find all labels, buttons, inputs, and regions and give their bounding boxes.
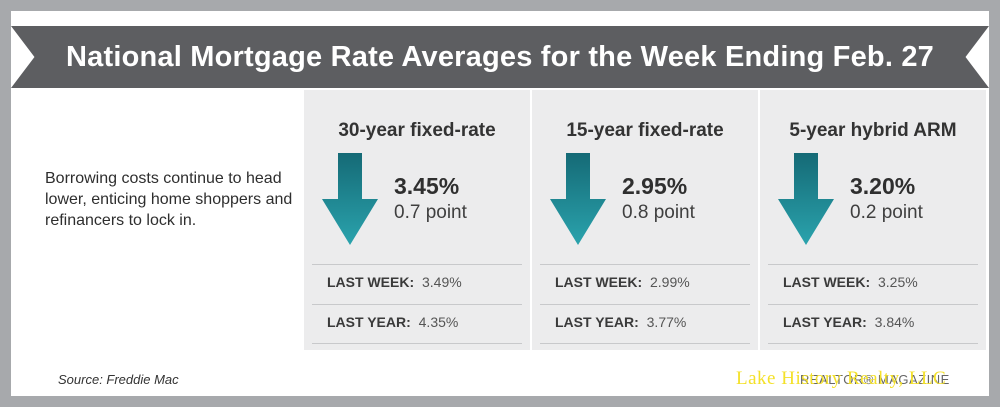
arrow-down-icon: [778, 153, 834, 245]
last-year-value: 3.84%: [874, 314, 915, 330]
card-title: 30-year fixed-rate: [338, 120, 496, 141]
intro-text: Borrowing costs continue to head lower, …: [45, 170, 293, 229]
publisher-credit: REALTOR® MAGAZINE: [800, 372, 950, 387]
arrow-down-icon: [550, 153, 606, 245]
last-week-value: 3.49%: [422, 274, 462, 290]
arrow-down-icon: [322, 153, 378, 245]
last-year-value: 4.35%: [418, 314, 459, 330]
rate-card-5-year-arm: 5-year hybrid ARM 3.20% 0.2 point LAST W…: [760, 90, 986, 350]
last-week-row: LAST WEEK: 3.49%: [312, 264, 522, 304]
points-value: 0.8 point: [622, 202, 695, 223]
current-rate: 2.95%: [622, 173, 688, 199]
last-year-row: LAST YEAR: 3.77%: [540, 304, 750, 344]
last-week-label: LAST WEEK:: [327, 274, 415, 290]
last-week-row: LAST WEEK: 2.99%: [540, 264, 750, 304]
watermark-text: Lake History Realty, LLC: [736, 368, 947, 389]
page-title: National Mortgage Rate Averages for the …: [65, 40, 935, 73]
card-title: 15-year fixed-rate: [566, 120, 724, 141]
last-year-label: LAST YEAR:: [783, 314, 867, 330]
points-value: 0.7 point: [394, 202, 467, 223]
current-rate: 3.45%: [394, 173, 460, 199]
rate-card-15-year: 15-year fixed-rate 2.95% 0.8 point LAST …: [532, 90, 758, 350]
source-credit: Source: Freddie Mac: [58, 372, 179, 387]
last-week-value: 3.25%: [878, 274, 918, 290]
title-banner: National Mortgage Rate Averages for the …: [11, 26, 989, 88]
last-year-label: LAST YEAR:: [327, 314, 411, 330]
last-year-row: LAST YEAR: 3.84%: [768, 304, 978, 344]
rate-card-30-year: 30-year fixed-rate 3.45% 0.7 point LAST …: [304, 90, 530, 350]
points-value: 0.2 point: [850, 202, 923, 223]
last-year-value: 3.77%: [646, 314, 687, 330]
last-week-label: LAST WEEK:: [555, 274, 643, 290]
last-year-label: LAST YEAR:: [555, 314, 639, 330]
last-week-label: LAST WEEK:: [783, 274, 871, 290]
current-rate: 3.20%: [850, 173, 916, 199]
last-week-row: LAST WEEK: 3.25%: [768, 264, 978, 304]
card-title: 5-year hybrid ARM: [789, 120, 957, 141]
last-year-row: LAST YEAR: 4.35%: [312, 304, 522, 344]
last-week-value: 2.99%: [650, 274, 690, 290]
